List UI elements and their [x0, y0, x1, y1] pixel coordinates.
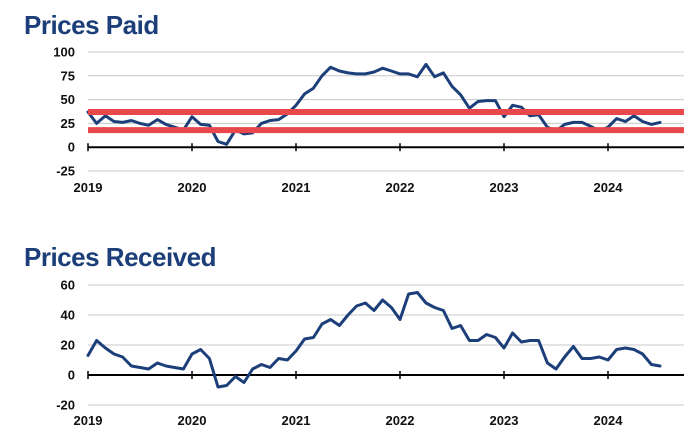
y-tick-label: 100 — [53, 45, 75, 60]
y-tick-label: 40 — [61, 308, 75, 323]
y-tick-label: 75 — [61, 68, 75, 83]
x-tick-label: 2023 — [490, 413, 519, 428]
y-tick-label: 50 — [61, 92, 75, 107]
x-tick-label: 2021 — [282, 180, 311, 195]
x-tick-label: 2019 — [74, 180, 103, 195]
series-line — [86, 291, 662, 389]
y-tick-label: 60 — [61, 278, 75, 293]
chart-title-prices-received: Prices Received — [24, 242, 216, 272]
x-tick-label: 2019 — [74, 413, 103, 428]
x-tick-label: 2022 — [386, 180, 415, 195]
y-tick-label: 0 — [68, 140, 75, 155]
y-tick-label: 20 — [61, 338, 75, 353]
y-tick-label: -25 — [56, 164, 75, 179]
x-tick-label: 2024 — [594, 413, 624, 428]
y-tick-label: 25 — [61, 116, 75, 131]
x-tick-label: 2021 — [282, 413, 311, 428]
chart-title-prices-paid: Prices Paid — [24, 10, 159, 40]
x-tick-label: 2022 — [386, 413, 415, 428]
x-tick-label: 2020 — [178, 413, 207, 428]
x-tick-label: 2020 — [178, 180, 207, 195]
y-tick-label: -20 — [56, 398, 75, 413]
x-tick-label: 2023 — [490, 180, 519, 195]
x-tick-label: 2024 — [594, 180, 624, 195]
y-tick-label: 0 — [68, 368, 75, 383]
